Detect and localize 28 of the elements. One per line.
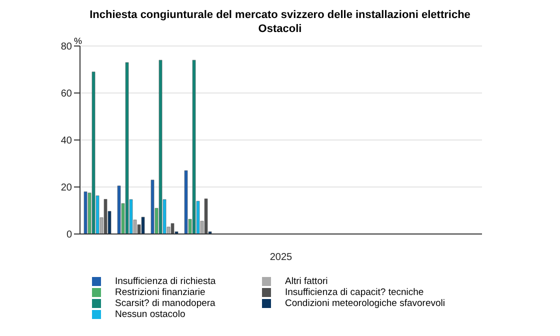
legend-label: Condizioni meteorologiche sfavorevoli <box>285 298 446 309</box>
bar <box>204 198 208 234</box>
bar <box>141 216 145 234</box>
bar <box>150 180 154 234</box>
legend-label: Altri fattori <box>285 276 328 287</box>
y-tick-label: 60 <box>60 88 72 100</box>
y-tick-label: 20 <box>60 182 72 194</box>
bar <box>84 192 88 234</box>
bar <box>104 199 108 234</box>
chart-subtitle: Ostacoli <box>257 22 303 36</box>
y-tick-label: 0 <box>66 230 72 241</box>
legend-label: Insufficienza di richiesta <box>115 276 216 287</box>
chart-title: Inchiesta congiunturale del mercato svizzero delle installazioni elettriche <box>88 8 472 22</box>
legend-label: Restrizioni finanziarie <box>115 287 206 298</box>
legend-label: Insufficienza di capacit? tecniche <box>285 287 424 298</box>
x-axis-title: 2025 <box>270 252 293 263</box>
bar <box>158 60 162 234</box>
legend-label: Scarsit? di manodopera <box>115 298 216 309</box>
y-axis-title: % <box>74 36 82 46</box>
bar <box>170 223 174 234</box>
legend-label: Nessun ostacolo <box>115 309 186 320</box>
bar <box>117 186 121 234</box>
bar <box>192 60 196 234</box>
bar <box>92 72 96 234</box>
y-tick-label: 80 <box>60 42 72 53</box>
bar <box>184 170 188 234</box>
bar <box>125 62 129 234</box>
y-tick-label: 40 <box>60 136 72 147</box>
